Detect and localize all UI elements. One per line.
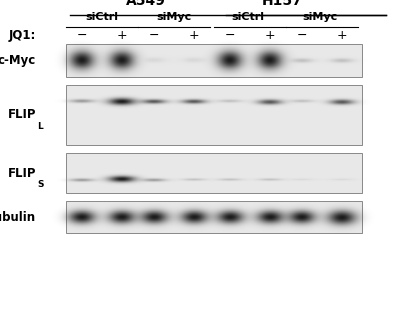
Text: H157: H157 <box>262 0 302 8</box>
Text: JQ1:: JQ1: <box>9 29 36 42</box>
Text: +: + <box>337 29 347 42</box>
Text: S: S <box>37 180 44 189</box>
Bar <box>66 85 362 145</box>
Text: FLIP: FLIP <box>8 166 36 180</box>
Text: FLIP: FLIP <box>8 108 36 122</box>
Bar <box>66 44 362 77</box>
Text: +: + <box>265 29 275 42</box>
Text: siCtrl: siCtrl <box>86 12 118 22</box>
Text: −: − <box>77 29 87 42</box>
Text: L: L <box>37 122 43 131</box>
Text: −: − <box>149 29 159 42</box>
Text: +: + <box>117 29 127 42</box>
Text: A549: A549 <box>126 0 166 8</box>
Text: −: − <box>297 29 307 42</box>
Text: siCtrl: siCtrl <box>232 12 264 22</box>
Text: siMyc: siMyc <box>302 12 338 22</box>
Text: c-Myc: c-Myc <box>0 54 36 67</box>
Text: siMyc: siMyc <box>156 12 192 22</box>
Bar <box>66 201 362 233</box>
Text: Tubulin: Tubulin <box>0 211 36 224</box>
Text: −: − <box>225 29 235 42</box>
Bar <box>66 153 362 193</box>
Text: +: + <box>189 29 199 42</box>
